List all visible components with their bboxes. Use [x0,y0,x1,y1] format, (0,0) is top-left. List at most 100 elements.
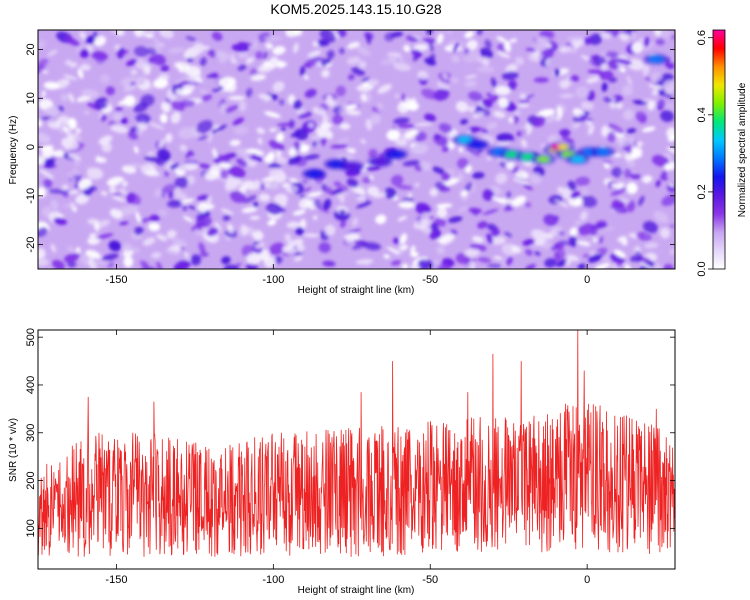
noise-blob [267,180,280,190]
noise-blob [432,134,449,147]
noise-blob [196,120,213,134]
noise-blob [420,205,431,211]
noise-blob [273,256,283,264]
noise-blob [659,227,671,239]
noise-blob [320,122,333,129]
noise-blob [206,195,212,207]
colorbar-tick-label: 0.2 [696,184,708,199]
noise-blob [533,77,549,83]
noise-blob [297,112,313,119]
noise-blob [79,48,90,58]
noise-blob [649,72,663,83]
noise-blob [114,44,121,51]
noise-blob [158,139,166,149]
noise-blob [603,97,613,103]
colorbar-tick-label: 0.0 [696,261,708,276]
noise-blob [256,127,266,135]
noise-blob [462,50,480,63]
noise-blob [344,233,360,241]
noise-blob [111,195,126,202]
noise-blob [410,143,429,155]
noise-blob [121,165,137,174]
noise-blob [346,56,361,65]
noise-blob [487,263,502,268]
noise-blob [468,91,483,101]
noise-blob [185,36,197,42]
colorbar-tick-label: 0.4 [696,107,708,122]
noise-blob [288,147,297,157]
noise-blob [586,76,601,84]
noise-blob [472,111,484,119]
noise-blob [50,243,57,253]
noise-blob [123,205,139,215]
noise-blob [185,81,202,86]
noise-blob [553,252,561,264]
noise-blob [94,221,100,232]
noise-blob [486,154,493,161]
noise-blob [445,30,454,34]
noise-blob [299,144,310,154]
noise-blob [577,223,595,236]
x-tick-label: -150 [105,574,127,586]
noise-blob [142,237,156,246]
noise-blob [479,47,493,59]
heatmap-x-ticks: -150 -100 -50 0 [105,30,590,286]
noise-blob [636,141,643,147]
noise-blob [561,135,575,144]
noise-blob [429,215,435,219]
noise-blob [457,172,464,183]
noise-blob [199,57,207,67]
noise-blob [197,135,211,140]
noise-blob [81,89,100,98]
heatmap-x-axis-label: Height of straight line (km) [298,285,415,296]
noise-blob [605,51,620,59]
noise-blob [111,192,123,197]
noise-blob [498,97,509,108]
noise-blob [140,217,151,223]
noise-blob [355,259,374,265]
x-tick-label: -50 [422,274,438,286]
noise-blob [213,157,220,163]
noise-blob [237,64,247,71]
noise-blob [335,85,346,97]
colorbar-scale [712,29,726,270]
noise-blob [293,42,299,54]
noise-blob [413,218,430,230]
noise-blob [339,209,346,216]
noise-blob [38,227,48,237]
noise-blob [336,30,347,38]
noise-blob [105,101,113,105]
noise-blob [38,248,46,259]
noise-blob [144,155,161,163]
noise-blob [496,36,506,42]
noise-blob [264,111,281,118]
noise-blob [377,83,392,94]
noise-blob [504,232,513,238]
noise-blob [67,153,81,161]
noise-blob [112,109,123,120]
ridge-point [649,56,664,63]
noise-blob [397,216,408,222]
y-tick-label: 200 [25,471,37,489]
noise-blob [619,31,630,42]
noise-blob [592,237,598,243]
noise-blob [421,88,438,100]
noise-blob [664,57,670,67]
noise-blob [638,195,645,207]
noise-blob [452,42,460,53]
noise-blob [502,71,519,81]
noise-blob [619,136,635,148]
noise-blob [565,256,572,267]
noise-blob [91,51,109,61]
y-tick-label: -20 [25,237,37,253]
noise-blob [38,187,46,198]
noise-blob [267,162,282,169]
colorbar-ticks: 0.0 0.2 0.4 0.6 [696,30,713,277]
noise-blob [468,105,475,113]
noise-blob [174,176,189,189]
noise-blob [441,146,450,152]
noise-blob [613,249,626,258]
noise-blob [351,67,365,76]
noise-blob [393,237,400,245]
noise-blob [211,31,223,41]
